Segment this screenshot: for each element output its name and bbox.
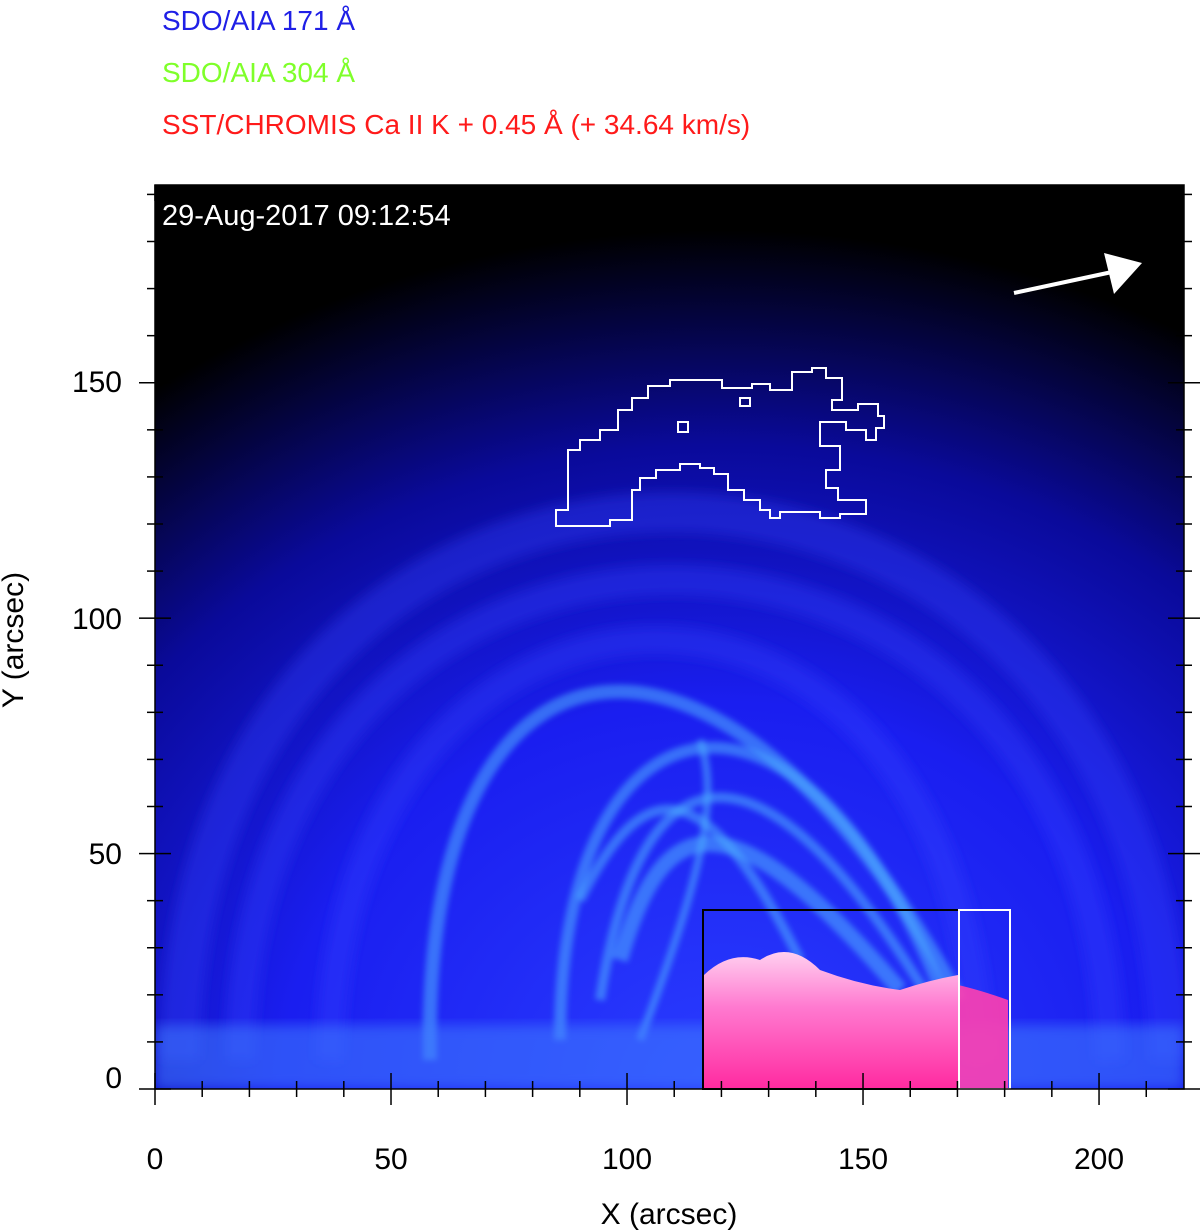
x-tick-label: 100 xyxy=(601,1143,653,1176)
y-axis-title: Y (arcsec) xyxy=(0,571,30,709)
y-tick-label: 150 xyxy=(71,366,122,399)
legend-chromis: SST/CHROMIS Ca II K + 0.45 Å (+ 34.64 km… xyxy=(162,109,751,140)
outer-loops xyxy=(160,492,1184,1061)
contour-island xyxy=(677,397,751,433)
x-tick-label: 0 xyxy=(146,1143,164,1176)
x-tick-label: 150 xyxy=(837,1143,889,1176)
x-tick-label: 50 xyxy=(374,1143,408,1176)
x-axis-title: X (arcsec) xyxy=(600,1198,738,1231)
direction-arrow-icon xyxy=(1013,253,1142,295)
legend-aia-304: SDO/AIA 304 Å xyxy=(162,57,355,88)
y-tick-label: 0 xyxy=(105,1062,122,1095)
legend-aia-171: SDO/AIA 171 Å xyxy=(162,5,355,36)
x-tick-label: 200 xyxy=(1073,1143,1125,1176)
plot-frame xyxy=(154,184,1185,1090)
bright-loops xyxy=(422,684,967,1061)
axis-ticks xyxy=(139,185,1200,1105)
chromis-inset xyxy=(704,952,1008,1089)
contour xyxy=(555,367,885,527)
y-tick-label: 100 xyxy=(71,603,122,636)
image-content xyxy=(155,185,1184,1089)
timestamp: 29-Aug-2017 09:12:54 xyxy=(162,200,451,232)
y-tick-label: 50 xyxy=(88,838,122,871)
